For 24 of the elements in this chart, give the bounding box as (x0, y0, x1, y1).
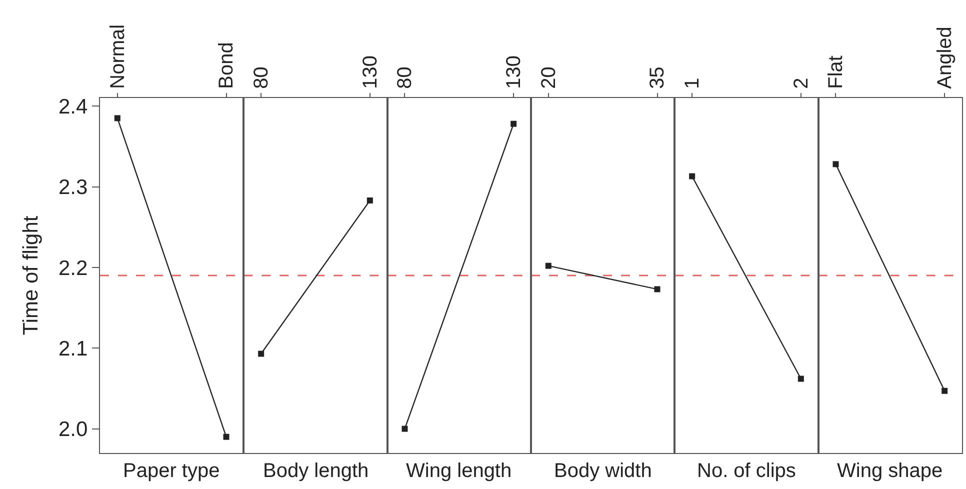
x-tick-label: 2 (790, 78, 812, 89)
x-tick-label: Normal (106, 24, 129, 89)
y-axis-title: Time of flight (20, 216, 43, 336)
x-axis-title: No. of clips (697, 460, 796, 482)
y-tick-label: 2.4 (58, 95, 88, 118)
x-tick-label: 1 (682, 78, 704, 89)
x-axis-title: Paper type (123, 460, 220, 482)
x-axis-title: Body width (554, 460, 652, 482)
y-tick-label: 2.0 (58, 418, 88, 442)
x-tick-label: 80 (394, 66, 416, 89)
x-tick-label: Flat (825, 55, 848, 89)
x-axis-title: Body length (263, 460, 369, 482)
x-tick-label: Bond (216, 42, 238, 89)
x-axis-title: Wing length (406, 460, 512, 482)
x-tick-label: Angled (934, 26, 956, 89)
x-tick-label: 20 (538, 66, 560, 89)
x-axis-title: Wing shape (837, 460, 943, 482)
x-tick-label: 130 (359, 55, 382, 89)
x-tick-label: 35 (646, 66, 669, 89)
x-tick-label: 80 (250, 66, 273, 89)
x-tick-label: 130 (503, 55, 526, 89)
y-tick-label: 2.1 (58, 337, 88, 360)
y-tick-label: 2.2 (58, 256, 88, 280)
y-tick-label: 2.3 (58, 176, 88, 200)
